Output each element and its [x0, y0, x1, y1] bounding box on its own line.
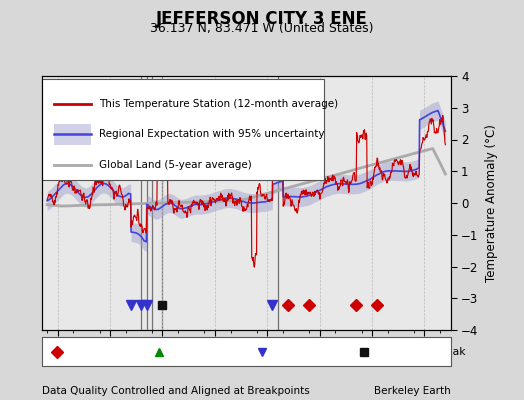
Text: Berkeley Earth: Berkeley Earth — [374, 386, 451, 396]
Text: Time of Obs. Change: Time of Obs. Change — [277, 346, 391, 357]
Text: Regional Expectation with 95% uncertainty: Regional Expectation with 95% uncertaint… — [99, 130, 325, 140]
Text: Empirical Break: Empirical Break — [379, 346, 465, 357]
Text: Record Gap: Record Gap — [175, 346, 238, 357]
Text: This Temperature Station (12-month average): This Temperature Station (12-month avera… — [99, 99, 339, 109]
FancyBboxPatch shape — [42, 78, 324, 180]
Text: 36.137 N, 83.471 W (United States): 36.137 N, 83.471 W (United States) — [150, 22, 374, 35]
Text: Station Move: Station Move — [73, 346, 145, 357]
Y-axis label: Temperature Anomaly (°C): Temperature Anomaly (°C) — [485, 124, 498, 282]
Text: Global Land (5-year average): Global Land (5-year average) — [99, 160, 252, 170]
Text: JEFFERSON CITY 3 ENE: JEFFERSON CITY 3 ENE — [156, 10, 368, 28]
FancyBboxPatch shape — [54, 124, 91, 144]
Text: Data Quality Controlled and Aligned at Breakpoints: Data Quality Controlled and Aligned at B… — [42, 386, 310, 396]
